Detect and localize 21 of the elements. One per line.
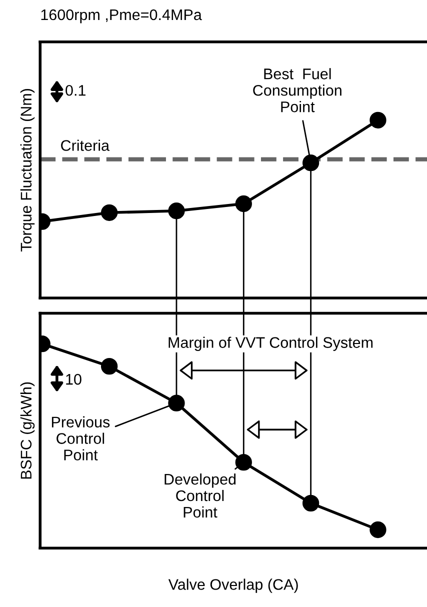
point: [100, 204, 118, 221]
annotation: 10: [66, 374, 82, 385]
point: [168, 394, 185, 412]
point: [302, 154, 320, 172]
text: 0.1: [66, 84, 86, 96]
point: [302, 494, 320, 512]
annotation: Developed Control Point: [164, 473, 236, 518]
annotation: Previous Control Point: [52, 416, 110, 460]
x-axis-title: Valve Overlap (CA): [168, 578, 298, 593]
text: Best Fuel Consumption Point: [253, 68, 342, 112]
y-axis-title: BSFC (g/kWh): [20, 382, 35, 479]
y-axis-title: Torque Fluctuation (Nm): [20, 88, 35, 252]
point: [100, 358, 118, 375]
point: [370, 521, 386, 538]
annotation: Criteria: [61, 140, 110, 151]
point: [235, 454, 252, 471]
point: [370, 112, 386, 128]
point: [168, 202, 185, 220]
annotation: Margin of VVT Control System: [168, 336, 373, 351]
point: [235, 195, 252, 212]
chart-title: 1600rpm ,Pme=0.4MPa: [41, 9, 202, 24]
